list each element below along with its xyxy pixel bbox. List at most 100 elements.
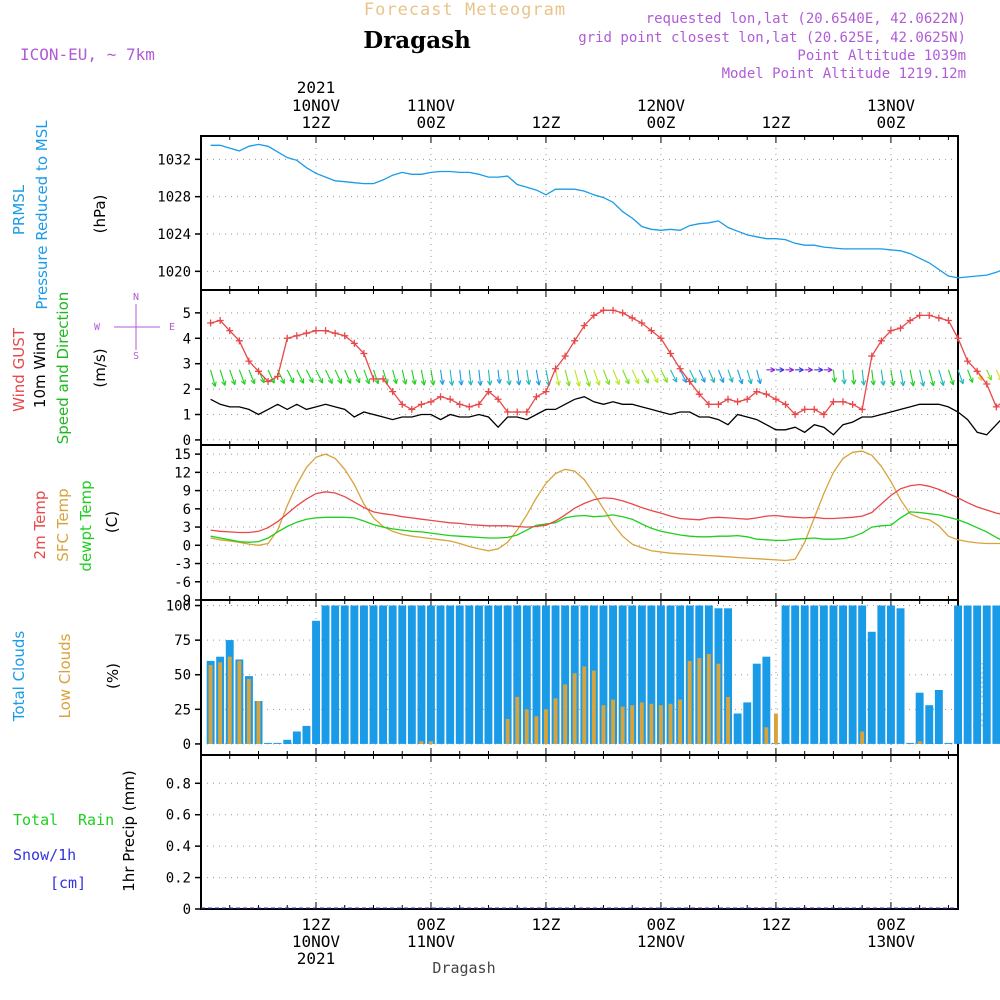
total-cloud-bar-54 <box>724 608 732 744</box>
wind-gust-marker-12 <box>322 327 330 335</box>
wind-dir-arrowhead-71 <box>890 380 896 387</box>
bottom-tick-label-5-1: 13NOV <box>867 932 916 951</box>
wind-dir-arrow-79 <box>967 369 974 383</box>
wind-gust-marker-20 <box>398 400 406 408</box>
wind-dir-arrowhead-3 <box>240 379 246 385</box>
wind-dir-arrow-3 <box>238 369 246 385</box>
wind-dir-arrowhead-45 <box>644 378 649 384</box>
wind-gust-marker-6 <box>264 377 272 385</box>
low-cloud-bar-43 <box>620 706 625 744</box>
total-rain-total-label: Total <box>13 811 58 829</box>
wind-dir-arrow-42 <box>612 369 620 385</box>
wind-gust-marker-67 <box>849 400 857 408</box>
wind-dir-arrow-78 <box>957 369 964 385</box>
total-cloud-bar-55 <box>733 713 742 744</box>
wind-dir-arrowhead-48 <box>672 377 678 383</box>
low-cloud-bar-46 <box>649 703 654 744</box>
wind-dir-arrowhead-23 <box>430 380 436 386</box>
top-tick-label-0-1: 12Z <box>302 113 331 132</box>
wind-dir-arrow-1 <box>219 369 226 386</box>
wind-direction-label: Speed and Direction <box>54 292 72 445</box>
total-cloud-bar-78 <box>954 605 962 744</box>
wind-dir-arrowhead-69 <box>870 380 876 386</box>
wind-gust-marker-50 <box>686 377 694 385</box>
total-cloud-bar-15 <box>350 605 359 744</box>
bottom-tick-label-0-0: 12Z <box>302 915 331 934</box>
wind-gust-marker-64 <box>820 411 828 419</box>
bottom-tick-label-5-0: 00Z <box>876 915 905 934</box>
low-cloud-bar-4 <box>246 678 251 744</box>
wind-gust-marker-11 <box>312 327 320 335</box>
meteogram-title: Forecast Meteogram <box>364 0 566 20</box>
wind-dir-arrow-45 <box>641 369 649 384</box>
low-cloud-bar-31 <box>505 719 510 744</box>
temperature-panel: -9 -6 -3 0 3 6 9 12 15 <box>174 444 1000 609</box>
total-cloud-bar-34 <box>532 605 541 744</box>
wind-ytick-label-4: 4 <box>183 331 191 347</box>
wind-dir-arrowhead-51 <box>700 377 706 383</box>
wind-dir-arrowhead-78 <box>959 378 965 385</box>
temperature-ytick-label-4: 3 <box>183 520 191 536</box>
low-cloud-bar-48 <box>668 703 673 744</box>
wind-dir-arrow-40 <box>593 369 600 386</box>
wind-dir-arrowhead-72 <box>900 380 906 387</box>
wind-gust-marker-7 <box>274 372 282 380</box>
wind-dir-arrow-13 <box>334 369 342 384</box>
wind-dir-arrow-15 <box>353 369 361 383</box>
total-cloud-bar-71 <box>887 605 895 744</box>
wind-gust-marker-60 <box>782 400 790 408</box>
clouds-ytick-label-4: 100 <box>166 599 191 615</box>
wind-dir-arrowhead-22 <box>420 380 427 386</box>
wind-gust-marker-0 <box>207 319 215 327</box>
wind-dir-arrowhead-73 <box>909 381 916 387</box>
total-cloud-bar-36 <box>551 605 560 744</box>
total-cloud-bar-32 <box>513 605 522 744</box>
wind-gust-marker-1 <box>216 316 224 324</box>
requested-coords: requested lon,lat (20.6540E, 42.0622N) <box>646 11 966 27</box>
wind-gust-marker-15 <box>350 339 358 347</box>
bottom-tick-label-0-1: 10NOV <box>292 932 341 951</box>
hpa-label: (hPa) <box>91 195 109 234</box>
wind-dir-arrow-22 <box>420 369 425 386</box>
wind-gust-marker-23 <box>427 398 435 406</box>
wind-dir-arrow-16 <box>363 369 370 384</box>
clouds-ytick-label-1: 25 <box>174 702 191 718</box>
wind-dir-arrowhead-4 <box>250 378 256 385</box>
wind-dir-arrow-29 <box>487 369 491 386</box>
wind-dir-arrowhead-64 <box>827 367 833 373</box>
wind-dir-arrow-4 <box>248 369 256 384</box>
wind-dir-arrowhead-63 <box>818 367 824 373</box>
low-cloud-bar-50 <box>687 660 692 744</box>
wind-dir-arrowhead-12 <box>327 378 333 385</box>
wind-dir-arrowhead-20 <box>402 379 408 385</box>
wind-gust-marker-61 <box>791 411 799 419</box>
total-cloud-bar-48 <box>666 605 675 744</box>
total-cloud-bar-43 <box>618 605 627 744</box>
wind-gust-marker-30 <box>494 395 502 403</box>
wind-dir-arrowhead-39 <box>585 381 591 387</box>
wind-dir-arrow-67 <box>852 369 855 385</box>
percent-label: (%) <box>104 663 122 689</box>
total-cloud-bar-24 <box>436 605 445 744</box>
wind-dir-arrowhead-55 <box>738 378 744 385</box>
low-cloud-bar-68 <box>860 731 865 744</box>
total-cloud-bar-26 <box>455 605 464 744</box>
wind-dir-arrowhead-68 <box>860 380 867 386</box>
wind-dir-arrow-41 <box>602 369 610 385</box>
point-altitude: Point Altitude 1039m <box>797 48 966 64</box>
low-cloud-bar-51 <box>697 658 702 744</box>
wind-dir-arrowhead-31 <box>506 380 512 386</box>
sfc-temp-label: SFC Temp <box>54 488 72 561</box>
wind-dir-arrowhead-8 <box>289 377 295 384</box>
total-cloud-bar-7 <box>273 742 282 744</box>
wind-gust-marker-72 <box>897 324 905 332</box>
wind-gust-marker-17 <box>369 375 377 383</box>
wind-dir-arrow-52 <box>708 369 715 383</box>
wind-gust-marker-73 <box>906 316 914 324</box>
wind-gust-marker-52 <box>705 400 713 408</box>
total-cloud-bar-17 <box>369 605 378 744</box>
total-cloud-bar-65 <box>829 605 838 744</box>
total-cloud-bar-27 <box>465 605 474 744</box>
low-cloud-bar-32 <box>515 696 520 744</box>
total-cloud-bar-42 <box>609 605 617 744</box>
